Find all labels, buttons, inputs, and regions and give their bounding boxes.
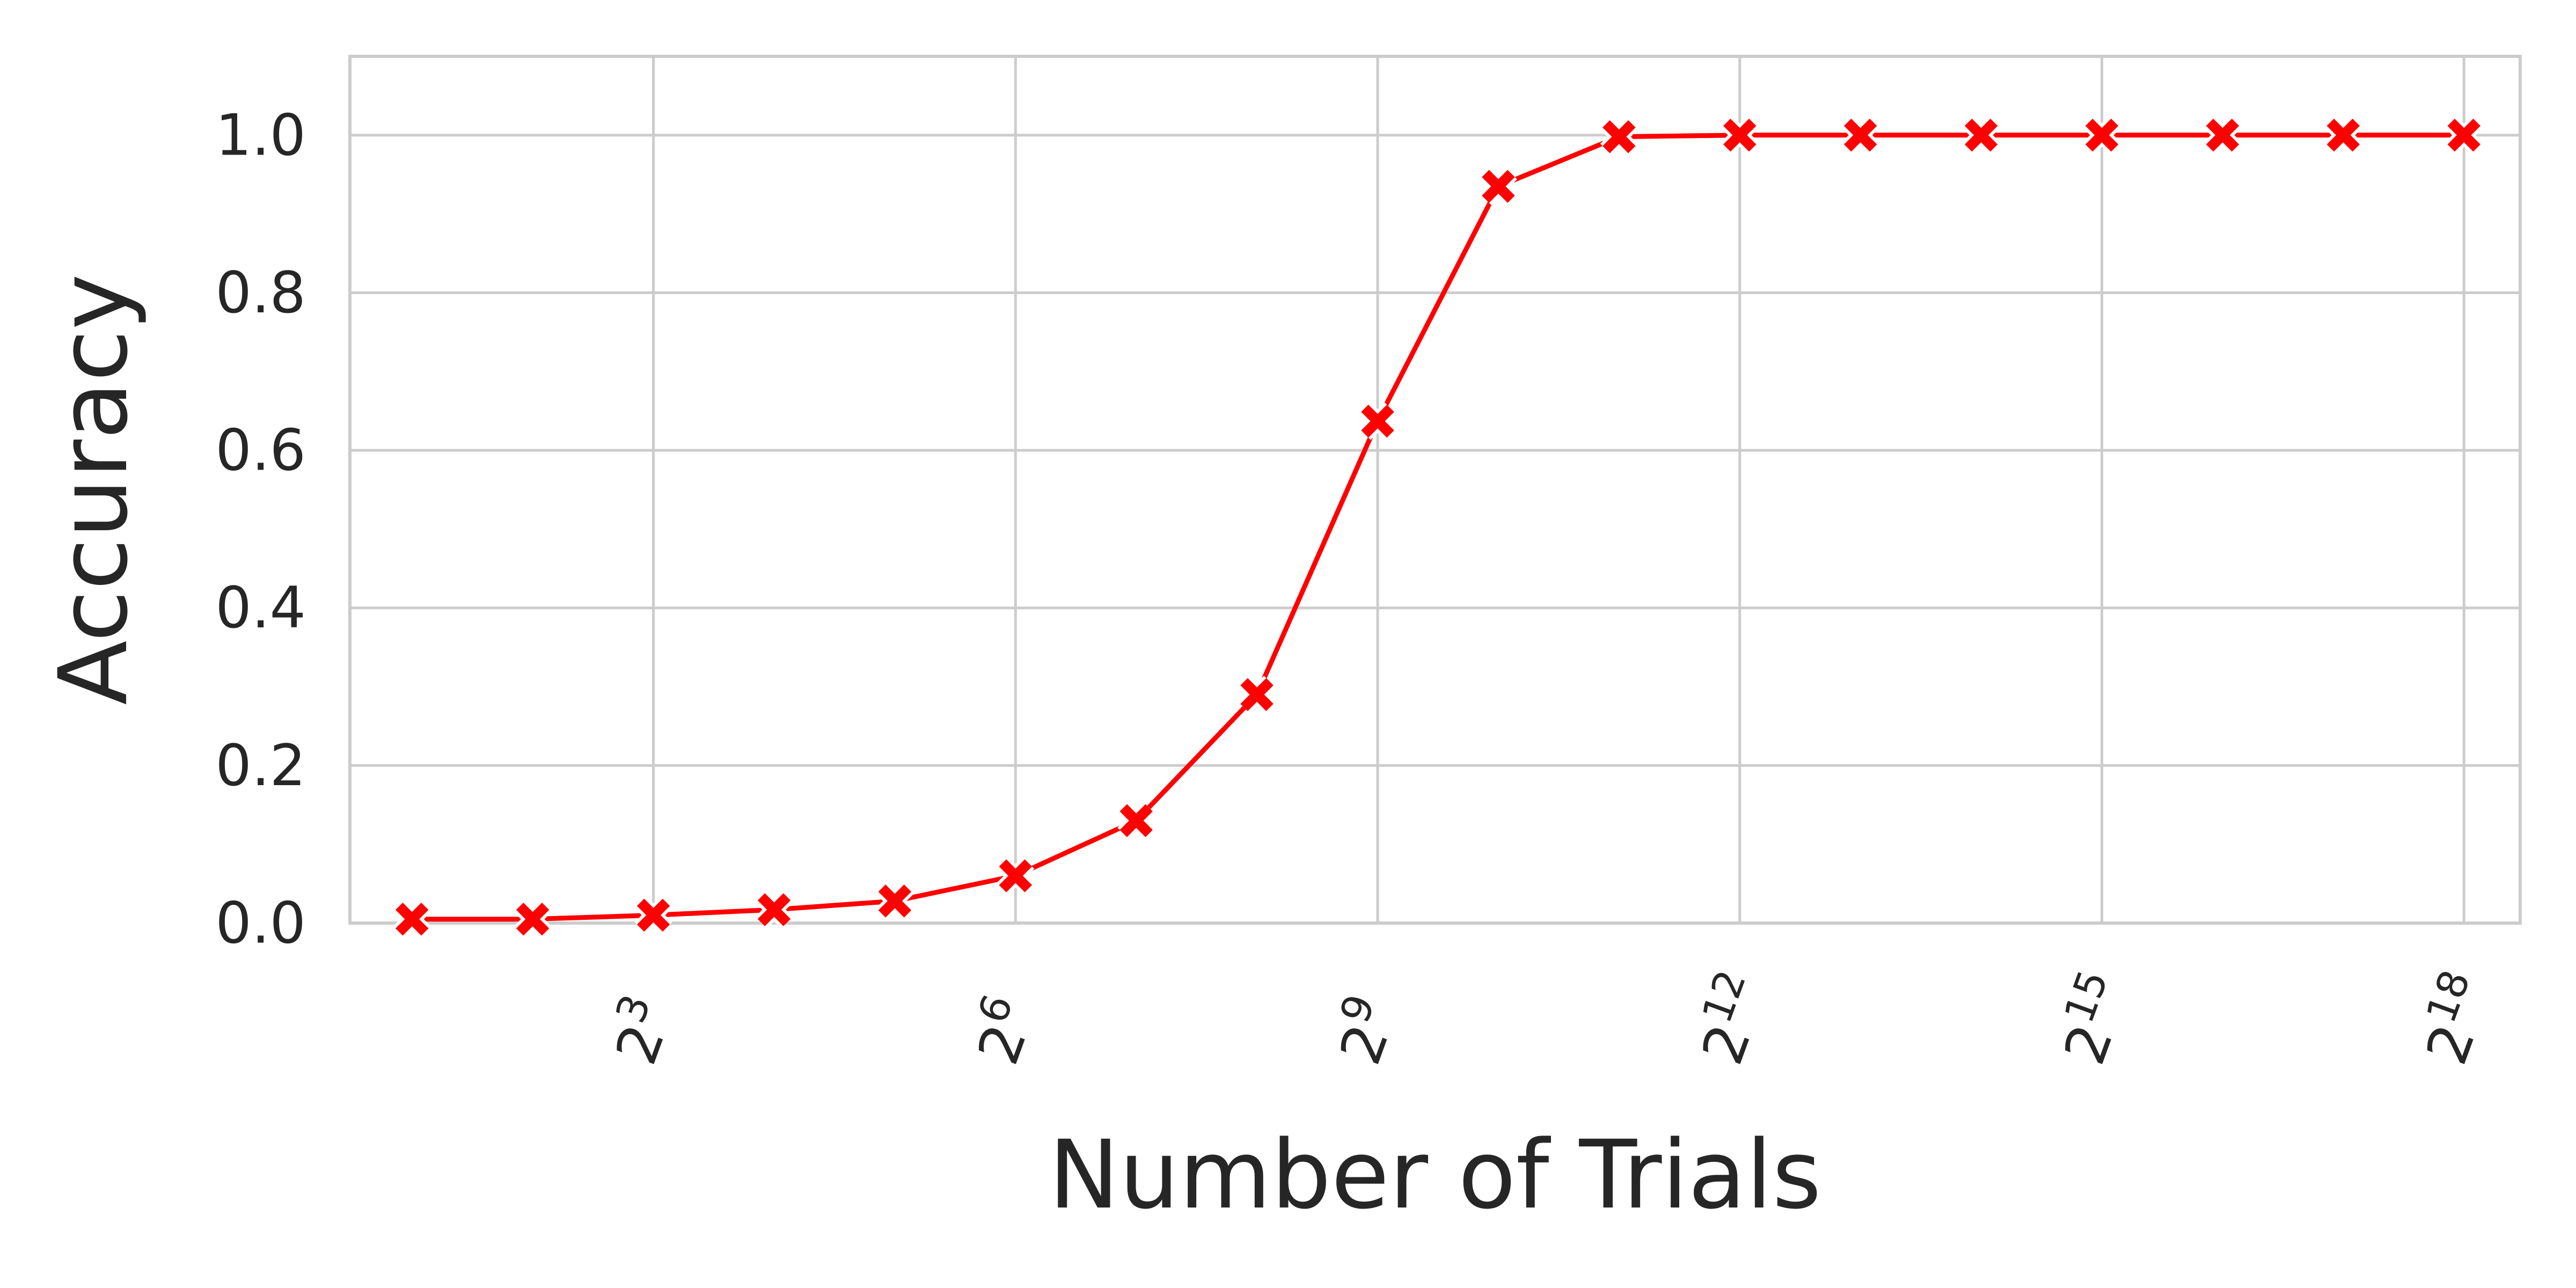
data-point-marker (634, 896, 672, 934)
x-axis-ticks: 23 26 29 212 215 218 (594, 964, 2506, 1072)
plot-area-background (350, 56, 2520, 923)
marker-cross (1482, 170, 1515, 203)
marker-cross (636, 898, 670, 932)
y-axis-label: Accuracy (39, 274, 149, 705)
marker-cross (757, 893, 791, 926)
marker-cross (1240, 678, 1274, 711)
data-point-marker (2204, 116, 2242, 154)
x-tick-text: 23 (594, 988, 686, 1072)
x-tick-label: 218 (2404, 964, 2506, 1072)
marker-cross (1602, 120, 1636, 153)
marker-cross (2447, 119, 2480, 152)
x-tick-label: 26 (956, 988, 1048, 1072)
x-tick-text: 218 (2404, 964, 2506, 1072)
data-point-marker (1600, 118, 1638, 156)
data-point-marker (393, 900, 431, 938)
marker-cross (1843, 119, 1877, 152)
series-layer (393, 116, 2483, 938)
data-point-marker (514, 900, 552, 938)
marker-cross (1361, 405, 1394, 438)
y-tick-label: 0.4 (215, 575, 306, 641)
x-tick-text: 26 (956, 988, 1048, 1072)
marker-cross (2206, 119, 2240, 152)
grid-lines (350, 56, 2520, 925)
x-tick-label: 29 (1318, 988, 1410, 1072)
y-tick-label: 0.8 (215, 260, 306, 326)
marker-cross (1119, 804, 1153, 837)
data-point-marker (876, 882, 914, 920)
x-tick-text: 29 (1318, 988, 1410, 1072)
marker-cross (516, 902, 550, 936)
x-tick-text: 215 (2043, 964, 2144, 1072)
marker-cross (999, 859, 1033, 892)
x-axis-label: Number of Trials (1049, 1120, 1821, 1230)
y-tick-label: 0.0 (215, 890, 306, 956)
x-tick-text: 212 (1680, 964, 1782, 1072)
marker-cross (2326, 119, 2360, 152)
data-point-marker (1238, 676, 1276, 714)
data-point-marker (997, 857, 1035, 895)
x-tick-label: 23 (594, 988, 686, 1072)
marker-cross (396, 902, 429, 936)
plot-frame (348, 55, 2522, 925)
data-point-marker (2083, 116, 2121, 154)
data-point-marker (1479, 167, 1517, 206)
data-point-marker (1721, 116, 1759, 154)
y-axis-ticks: 0.0 0.2 0.4 0.6 0.8 1.0 (215, 102, 306, 956)
data-point-marker (1841, 116, 1879, 154)
y-tick-label: 0.2 (215, 733, 306, 799)
data-point-marker (755, 891, 793, 929)
y-tick-label: 0.6 (215, 418, 306, 484)
y-tick-label: 1.0 (215, 102, 306, 168)
marker-cross (2085, 119, 2119, 152)
data-point-marker (1359, 402, 1397, 440)
data-point-marker (1117, 802, 1155, 840)
x-tick-label: 212 (1680, 964, 1782, 1072)
data-point-marker (2445, 116, 2483, 154)
series-line (409, 133, 2467, 922)
marker-cross (878, 884, 912, 918)
marker-cross (1723, 119, 1757, 152)
x-tick-label: 215 (2043, 964, 2144, 1072)
data-point-marker (2324, 116, 2362, 154)
marker-cross (1964, 119, 1998, 152)
data-point-marker (1962, 116, 2000, 154)
